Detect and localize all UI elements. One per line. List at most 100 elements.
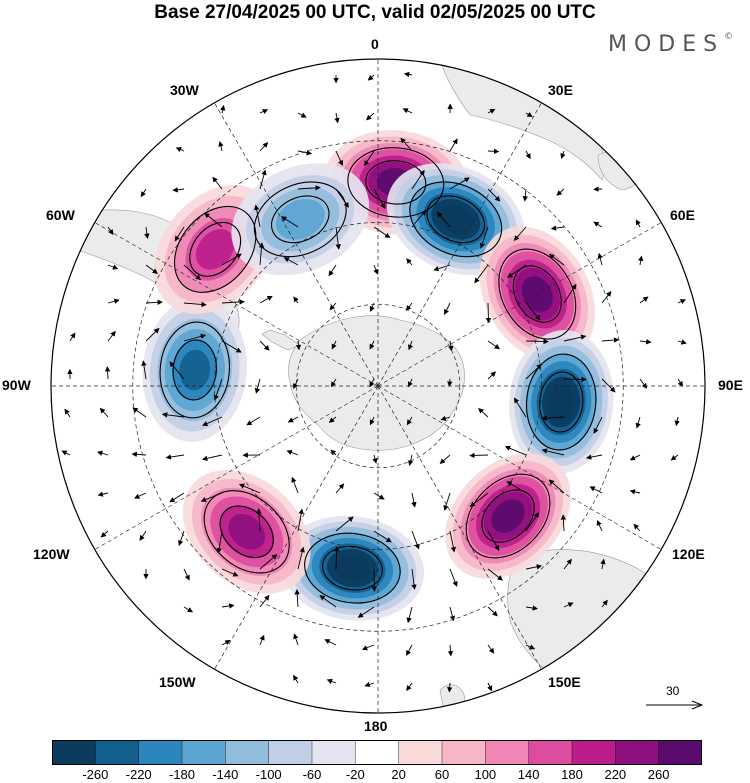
wind-arrow: [479, 226, 489, 249]
wind-arrow: [487, 644, 495, 654]
wind-arrow: [525, 111, 533, 118]
wind-arrow: [324, 639, 337, 646]
wind-arrow: [361, 644, 375, 651]
longitude-label-90e: 90E: [718, 377, 743, 393]
wind-arrow: [216, 530, 223, 554]
colorbar-tick-label: -180: [168, 767, 196, 782]
meridian-line: [377, 102, 542, 387]
wind-arrow: [221, 603, 235, 609]
wind-arrow: [335, 483, 345, 494]
wind-arrow: [372, 454, 378, 464]
contour-line: [426, 195, 485, 244]
latitude-circle: [295, 303, 461, 469]
geopotential-anomaly-shading: [142, 130, 614, 621]
wind-arrow: [97, 491, 109, 497]
contour-line: [172, 339, 217, 401]
colorbar-tick-label: -20: [345, 767, 365, 782]
wind-arrow: [593, 416, 603, 434]
contour-line: [173, 205, 257, 293]
wind-arrow: [291, 476, 299, 494]
wind-arrow: [259, 109, 269, 115]
wind-arrow: [259, 169, 267, 190]
wind-arrow: [328, 264, 337, 277]
wind-arrow: [202, 416, 223, 427]
wind-arrow: [449, 606, 456, 622]
wind-arrow: [335, 150, 344, 166]
anomaly-contour-band: [195, 229, 235, 270]
wind-arrow: [161, 412, 185, 418]
wind-arrow: [440, 415, 451, 421]
wind-arrow: [478, 408, 489, 418]
wind-arrow: [178, 530, 185, 546]
wind-arrow: [525, 302, 541, 321]
colorbar-tick-label: 140: [517, 767, 540, 782]
wind-arrow: [259, 340, 270, 351]
wind-arrow: [525, 512, 540, 532]
colorbar-cell: [398, 740, 443, 765]
wind-arrow: [506, 481, 527, 494]
wind-arrow: [200, 492, 223, 503]
wind-arrow: [145, 264, 158, 274]
wind-arrow: [677, 339, 687, 345]
wind-arrow: [335, 516, 354, 532]
wind-arrow: [373, 264, 379, 275]
wind-arrow: [363, 150, 375, 167]
colorbar-tick-label: -220: [125, 767, 152, 782]
wind-arrow: [513, 397, 527, 418]
wind-arrow: [563, 334, 587, 342]
wind-arrow: [585, 454, 603, 460]
wind-arrow: [183, 301, 207, 308]
wind-arrow: [259, 594, 270, 608]
meridian-line: [214, 385, 379, 670]
colorbar-cell: [658, 740, 702, 765]
wind-arrow: [369, 416, 375, 426]
colorbar-tick-label: 180: [561, 767, 583, 782]
longitude-label-120e: 120E: [672, 546, 705, 562]
anomaly-center: [445, 453, 571, 579]
wind-arrow: [469, 492, 489, 507]
wind-arrow: [295, 340, 302, 351]
wind-arrow: [525, 564, 543, 570]
wind-arrow: [97, 450, 109, 456]
wind-arrow: [444, 302, 451, 315]
longitude-label-60w: 60W: [46, 207, 75, 223]
wind-arrow: [411, 530, 420, 550]
colorbar-cells: [52, 740, 702, 765]
wind-arrow: [411, 492, 417, 508]
wind-arrow: [221, 253, 242, 266]
anomaly-contour-band: [438, 204, 473, 234]
wind-arrow: [548, 479, 565, 494]
wind-arrow: [220, 104, 226, 114]
wind-arrow: [474, 264, 489, 284]
wind-arrow: [258, 242, 265, 266]
wind-arrow: [633, 523, 641, 532]
longitude-label-180: 180: [364, 718, 388, 734]
graticule: [51, 59, 705, 713]
wind-arrow: [144, 226, 150, 239]
wind-arrow: [293, 633, 299, 646]
wind-arrow: [400, 137, 413, 152]
wind-arrow: [212, 176, 223, 190]
wind-arrow: [487, 568, 503, 581]
wind-arrow: [107, 330, 116, 342]
colorbar-frame: [52, 740, 702, 765]
wind-arrow: [447, 378, 453, 387]
wind-arrow: [330, 378, 337, 388]
meridian-line: [377, 222, 662, 387]
wind-arrow: [629, 454, 641, 461]
colorbar-cell: [615, 740, 660, 765]
wind-arrow: [202, 454, 223, 461]
wind-arrow: [204, 212, 223, 228]
colorbar-tick-label: 20: [391, 767, 406, 782]
wind-arrow: [601, 337, 620, 343]
longitude-label-90w: 90W: [2, 377, 31, 393]
wind-arrow: [287, 416, 299, 423]
contour-line: [321, 545, 383, 591]
wind-arrow: [639, 378, 648, 389]
wind-arrow: [525, 363, 542, 380]
wind-arrow: [449, 568, 458, 587]
colorbar-cell: [268, 740, 313, 765]
contour-line: [253, 181, 347, 258]
wind-arrow: [294, 588, 300, 608]
